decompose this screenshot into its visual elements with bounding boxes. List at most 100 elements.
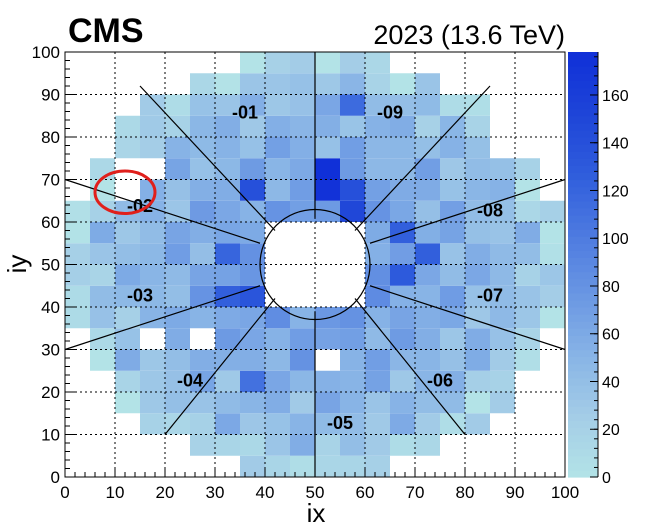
color-scale-band (568, 115, 598, 124)
color-scale-band (568, 314, 598, 322)
z-tick-label: 60 (602, 327, 620, 344)
heatmap-cell (115, 264, 140, 286)
heatmap-cell (265, 179, 290, 201)
heatmap-cell (440, 137, 465, 159)
sector-label: -03 (127, 285, 153, 305)
heatmap-cell (465, 349, 490, 371)
heatmap-cell (465, 392, 490, 414)
heatmap-cell (190, 349, 215, 371)
sector-label: -09 (377, 103, 403, 123)
color-scale-band (568, 271, 598, 280)
heatmap-cell (90, 243, 115, 265)
heatmap-cell (190, 370, 215, 392)
heatmap-cell (265, 115, 290, 137)
sector-label: -05 (327, 413, 353, 433)
heatmap-cell (115, 243, 140, 265)
heatmap-cell (390, 158, 415, 180)
heatmap-cell (140, 413, 165, 435)
heatmap-cell (215, 73, 240, 95)
heatmap-cell (290, 73, 315, 95)
heatmap-cell (490, 264, 515, 286)
x-tick-label: 100 (551, 483, 579, 502)
heatmap-cell (315, 115, 340, 137)
heatmap-cell (465, 243, 490, 265)
heatmap-cell (115, 115, 140, 137)
y-tick-label: 100 (32, 43, 60, 62)
heatmap-cell (540, 243, 565, 265)
color-scale-band (568, 87, 598, 96)
heatmap-cell (265, 455, 290, 477)
heatmap-cell (340, 52, 365, 74)
heatmap-cell (215, 434, 240, 456)
heatmap-cell (315, 434, 340, 456)
heatmap-cell (140, 349, 165, 371)
color-scale-band (568, 427, 598, 436)
run-label: 2023 (13.6 TeV) (373, 20, 565, 50)
sector-boundary (369, 285, 566, 351)
heatmap-cell (340, 137, 365, 159)
heatmap-cell (315, 94, 340, 116)
y-tick-label: 10 (41, 426, 60, 445)
heatmap-cell (190, 115, 215, 137)
heatmap-cell (515, 285, 540, 307)
heatmap-cell (165, 413, 190, 435)
heatmap-cell (315, 179, 340, 201)
color-scale-band (568, 94, 598, 103)
heatmap-cell (440, 307, 465, 329)
heatmap-cell (365, 349, 390, 371)
color-scale-band (568, 264, 598, 273)
sector-boundaries (64, 52, 566, 477)
heatmap-cell (140, 392, 165, 414)
heatmap-cell (140, 264, 165, 286)
heatmap-cell (215, 413, 240, 435)
color-scale-band (568, 186, 598, 195)
heatmap-cell (65, 264, 90, 286)
heatmap-cell (440, 158, 465, 180)
heatmap-cell (340, 349, 365, 371)
color-scale-band (568, 129, 598, 138)
heatmap-cell (215, 307, 240, 329)
x-axis-title: ix (307, 498, 326, 528)
heatmap-cell (340, 94, 365, 116)
heatmap-cell (440, 222, 465, 244)
heatmap-cell (390, 328, 415, 350)
color-scale-band (568, 392, 598, 400)
heatmap-cell (415, 434, 440, 456)
color-scale-band (568, 370, 598, 379)
heatmap-cell (340, 115, 365, 137)
heatmap-cell (90, 285, 115, 307)
heatmap-cell (90, 222, 115, 244)
heatmap-cell (190, 222, 215, 244)
heatmap-cell (140, 94, 165, 116)
heatmap-cell (490, 392, 515, 414)
heatmap-cell (115, 349, 140, 371)
heatmap-cell (315, 370, 340, 392)
color-scale-band (568, 73, 598, 81)
heatmap-cell (240, 94, 265, 116)
x-tick-label: 60 (356, 483, 375, 502)
color-scale-band (568, 328, 598, 336)
heatmap-cell (465, 94, 490, 116)
heatmap-cell (540, 200, 565, 222)
heatmap-cell (190, 73, 215, 95)
z-tick-label: 0 (602, 470, 611, 487)
experiment-label: CMS (68, 12, 144, 50)
heatmap-cell (390, 115, 415, 137)
color-scale-band (568, 377, 598, 386)
heatmap-cell (265, 73, 290, 95)
color-scale-band (568, 193, 598, 202)
heatmap-cell (265, 413, 290, 435)
heatmap-cell (290, 434, 315, 456)
heatmap-cell (290, 115, 315, 137)
heatmap-cell (415, 222, 440, 244)
z-tick-label: 160 (602, 88, 629, 105)
heatmap-cell (515, 200, 540, 222)
heatmap-cell (365, 115, 390, 137)
heatmap-cell (240, 413, 265, 435)
heatmap-cell (390, 243, 415, 265)
heatmap-cell (415, 94, 440, 116)
heatmap-cell (340, 73, 365, 95)
heatmap-cell (140, 137, 165, 159)
heatmap-cell (315, 455, 340, 477)
